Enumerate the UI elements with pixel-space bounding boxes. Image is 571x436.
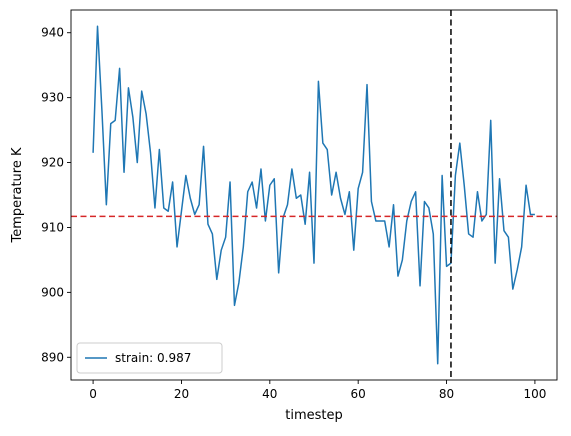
y-axis-label: Temperature K — [10, 147, 25, 243]
legend-box — [76, 342, 223, 374]
y-tick-label: 890 — [41, 350, 64, 364]
x-axis-label: timestep — [285, 408, 343, 423]
x-tick-label: 20 — [174, 387, 189, 401]
y-tick-label: 910 — [41, 220, 64, 234]
y-tick-label: 940 — [41, 26, 64, 40]
series-line-0 — [92, 25, 535, 365]
x-tick-label: 0 — [89, 387, 97, 401]
axes: 0 20 40 60 80 100 890 900 910 920 930 940 — [41, 9, 558, 401]
y-tick-label: 920 — [41, 156, 64, 170]
y-tick-label: 900 — [41, 285, 64, 299]
plot-frame — [70, 9, 558, 381]
x-tick-label: 40 — [262, 387, 277, 401]
x-tick-label: 80 — [439, 387, 454, 401]
x-tick-label: 60 — [351, 387, 366, 401]
legend-label: strain: 0.987 — [115, 351, 191, 365]
legend: strain: 0.987 — [76, 342, 223, 374]
x-tick-label: 100 — [523, 387, 546, 401]
plot-lines — [71, 10, 557, 380]
y-tick-label: 930 — [41, 91, 64, 105]
